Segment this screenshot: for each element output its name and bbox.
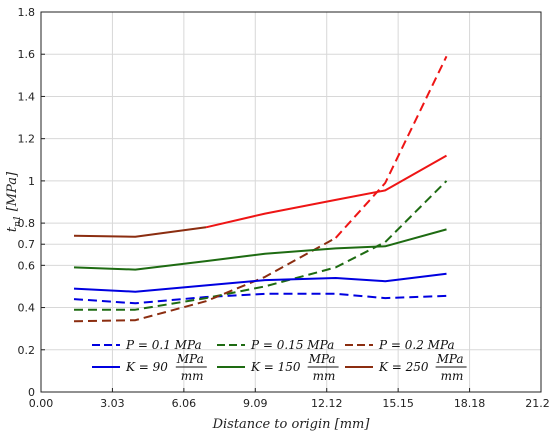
x-tick-label-0: 0.00 [29,397,54,410]
legend-frac-den-2: mm [441,369,464,383]
legend-label-p-1: P = 0.15 MPa [250,338,334,352]
y-axis-label-main: t [5,226,20,232]
legend-label-k-2: K = 250 [378,360,429,374]
legend-label-p-2: P = 0.2 MPa [378,338,455,352]
plot-frame [40,11,542,393]
x-tick-label-5: 15.15 [382,397,414,410]
legend-frac-num-0: MPa [176,352,204,366]
x-tick-label-4: 12.12 [311,397,343,410]
y-axis-label-sub: n1 [13,215,23,227]
legend-label-k-0: K = 90 [125,360,168,374]
y-tick-label-0: 0 [28,386,35,399]
y-axis-label-unit: [MPa] [5,171,20,211]
x-axis-label: Distance to origin [mm] [212,417,371,432]
x-tick-label-7: 21.21 [525,397,550,410]
y-tick-label-4: 0.7 [18,238,36,251]
series-line-4 [73,272,447,293]
y-tick-label-8: 1.4 [18,90,36,103]
series-line-1 [74,180,448,311]
series-line-0 [73,292,447,305]
x-tick-label-6: 18.18 [454,397,486,410]
series-lines [73,55,448,323]
legend-frac-num-1: MPa [308,352,336,366]
axis-ticks: 0.00 3.03 6.06 9.09 12.12 15.15 18.18 21.21 0 0.2… [18,6,550,410]
x-tick-label-3: 9.09 [243,397,268,410]
y-tick-label-10: 1.8 [18,6,36,19]
legend-frac-den-0: mm [181,369,204,383]
y-tick-label-5: 0.8 [18,217,36,230]
y-tick-label-1: 0.2 [18,344,36,357]
y-tick-label-3: 0.6 [18,259,36,272]
y-axis-label: tn1 [MPa] [5,171,23,232]
legend-label-p-0: P = 0.1 MPa [125,338,202,352]
y-tick-label-9: 1.6 [18,48,36,61]
series-line-2 [73,237,337,323]
legend: P = 0.1 MPa P = 0.15 MPa P = 0.2 MPa K = 90… [92,338,467,383]
y-tick-label-6: 1 [28,175,35,188]
y-tick-label-7: 1.2 [18,133,36,146]
axis-labels: Distance to origin [mm] tn1 [MPa] [5,171,370,432]
series-line-5 [73,228,447,271]
legend-frac-den-1: mm [313,369,336,383]
series-line-7 [205,154,447,229]
x-tick-label-2: 6.06 [172,397,197,410]
legend-frac-num-2: MPa [436,352,464,366]
x-tick-label-1: 3.03 [100,397,125,410]
series-line-3 [334,55,448,239]
y-tick-label-2: 0.4 [18,302,36,315]
legend-label-k-1: K = 150 [250,360,301,374]
series-line-6 [73,226,207,238]
